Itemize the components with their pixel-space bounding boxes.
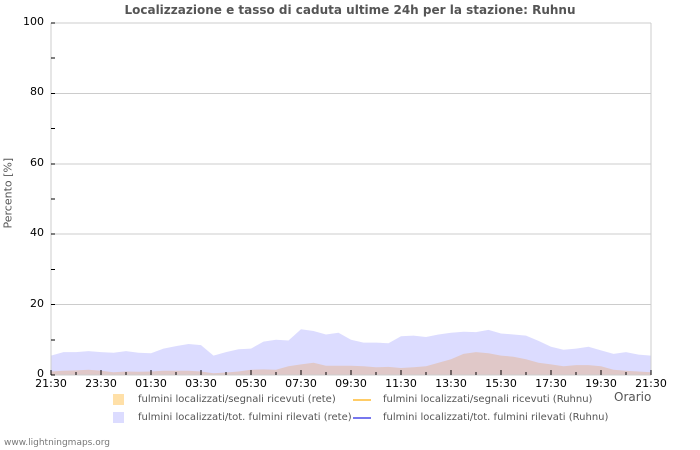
- x-axis-label: Orario: [614, 390, 652, 404]
- legend-item-tot-ruhnu: fulmini localizzati/tot. fulmini rilevat…: [353, 412, 608, 423]
- legend-line-icon: [353, 398, 371, 401]
- series-area: [51, 352, 651, 375]
- y-tick-label: 100: [23, 15, 44, 28]
- y-tick-label: 0: [37, 367, 44, 380]
- legend-swatch-icon: [113, 412, 124, 423]
- x-tick-label: 21:30: [35, 377, 67, 390]
- x-tick-label: 09:30: [335, 377, 367, 390]
- x-tick-label: 23:30: [85, 377, 117, 390]
- x-tick-label: 19:30: [585, 377, 617, 390]
- site-credit: www.lightningmaps.org: [4, 438, 110, 448]
- legend-label: fulmini localizzati/tot. fulmini rilevat…: [138, 412, 352, 423]
- x-tick-label: 21:30: [635, 377, 667, 390]
- x-tick-label: 01:30: [135, 377, 167, 390]
- y-tick-label: 80: [30, 85, 44, 99]
- y-tick-label: 20: [30, 296, 44, 310]
- x-tick-label: 15:30: [485, 377, 517, 390]
- x-tick-label: 07:30: [285, 377, 317, 390]
- legend-label: fulmini localizzati/segnali ricevuti (re…: [138, 394, 336, 405]
- chart-title: Localizzazione e tasso di caduta ultime …: [124, 3, 576, 17]
- x-tick-label: 13:30: [435, 377, 467, 390]
- x-tick-label: 17:30: [535, 377, 567, 390]
- x-tick-label: 05:30: [235, 377, 267, 390]
- legend-label: fulmini localizzati/tot. fulmini rilevat…: [383, 412, 609, 423]
- legend-swatch-icon: [113, 394, 124, 405]
- legend-label: fulmini localizzati/segnali ricevuti (Ru…: [383, 394, 593, 405]
- x-tick-label: 11:30: [385, 377, 417, 390]
- y-tick-label: 40: [30, 226, 44, 240]
- legend-item-segnali-rete: fulmini localizzati/segnali ricevuti (re…: [113, 394, 336, 405]
- y-tick-label: 60: [30, 155, 44, 169]
- legend-item-segnali-ruhnu: fulmini localizzati/segnali ricevuti (Ru…: [353, 394, 592, 405]
- legend-line-icon: [353, 416, 371, 419]
- legend-item-tot-rete: fulmini localizzati/tot. fulmini rilevat…: [113, 412, 352, 423]
- y-axis-label: Percento [%]: [1, 157, 15, 229]
- x-tick-label: 03:30: [185, 377, 217, 390]
